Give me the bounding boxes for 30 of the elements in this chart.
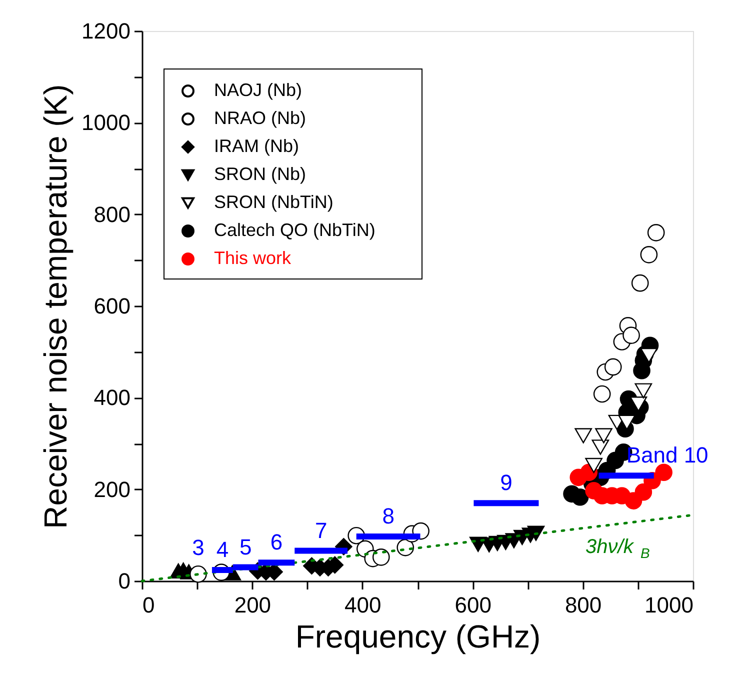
legend-label: Caltech QO (NbTiN) bbox=[214, 220, 376, 240]
y-tick-label: 400 bbox=[94, 385, 130, 410]
series-label: 4 bbox=[216, 537, 229, 562]
series-label: 6 bbox=[270, 530, 283, 555]
legend-label: NAOJ (Nb) bbox=[214, 80, 302, 100]
x-axis-title: Frequency (GHz) bbox=[295, 618, 541, 654]
y-tick-label: 800 bbox=[94, 202, 130, 227]
x-tick-label: 1000 bbox=[644, 592, 694, 618]
series-label: Band 10 bbox=[626, 442, 708, 468]
y-tick-label: 600 bbox=[94, 294, 130, 318]
x-tick-label: 800 bbox=[564, 592, 602, 618]
y-tick-label: 1200 bbox=[82, 18, 130, 44]
legend-label: NRAO (Nb) bbox=[214, 108, 306, 128]
annotation: 3 bbox=[192, 535, 204, 560]
series-label: 9 bbox=[500, 470, 512, 496]
x-tick-label: 0 bbox=[142, 592, 155, 618]
series-label: 8 bbox=[382, 504, 394, 529]
legend-label: This work bbox=[214, 248, 292, 268]
x-tick-label: 400 bbox=[344, 592, 382, 618]
y-tick-label: 0 bbox=[118, 568, 130, 594]
series-label: 5 bbox=[240, 534, 252, 560]
legend-label: IRAM (Nb) bbox=[214, 136, 299, 156]
legend-label: SRON (Nb) bbox=[214, 164, 306, 184]
x-tick-label: 600 bbox=[454, 592, 492, 618]
legend-label: SRON (NbTiN) bbox=[214, 192, 334, 212]
y-tick-label: 200 bbox=[94, 476, 130, 502]
y-tick-label: 1000 bbox=[82, 110, 130, 136]
x-tick-label: 200 bbox=[234, 592, 272, 618]
series-label: 7 bbox=[315, 518, 328, 543]
y-axis-title: Receiver noise temperature (K) bbox=[38, 84, 74, 529]
